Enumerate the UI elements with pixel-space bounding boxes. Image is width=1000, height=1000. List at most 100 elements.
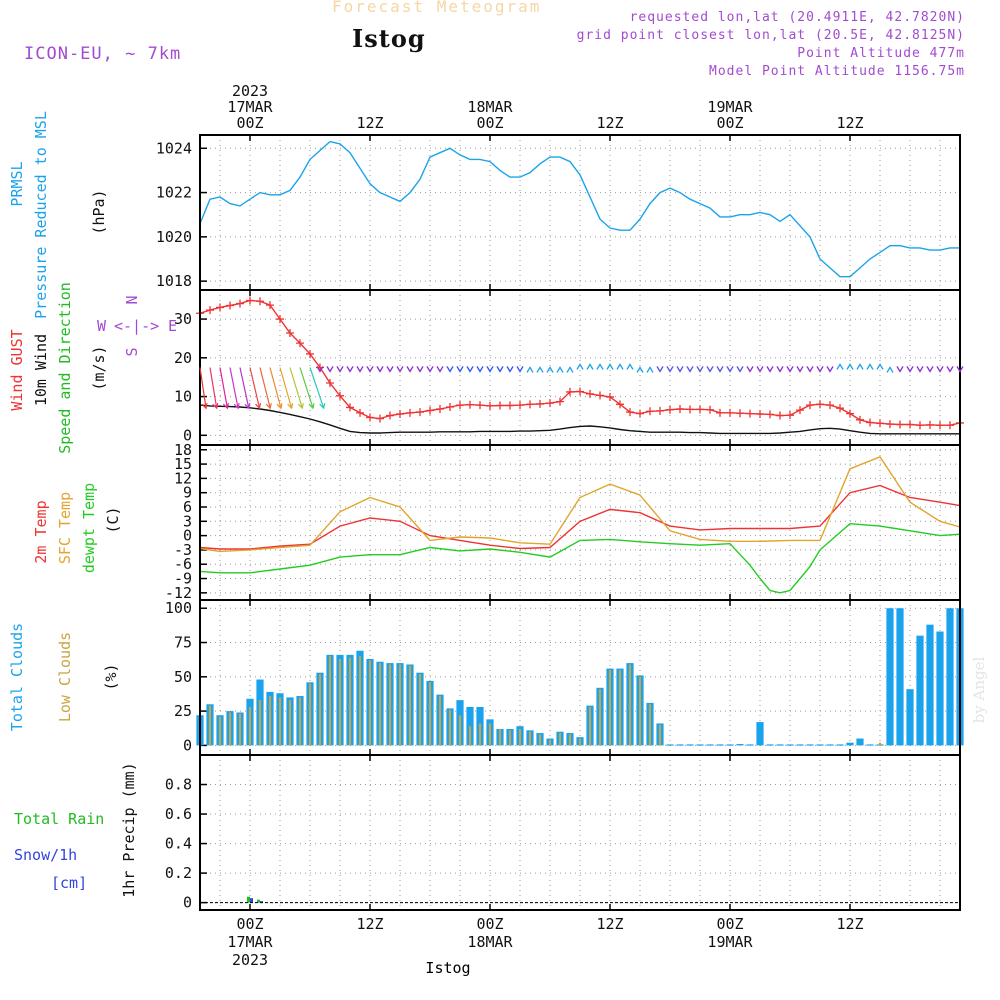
wind-direction-arrow: [756, 366, 764, 373]
bottom-time-label: 00Z: [716, 915, 743, 933]
low-cloud-bar: [408, 665, 412, 746]
total-cloud-bar: [756, 722, 764, 746]
wind-direction-arrow: [308, 403, 315, 410]
precip-unit-label: 1hr Precip (mm): [120, 762, 138, 897]
wind-direction-arrow: [259, 367, 271, 409]
temperature-panel-t2m-line: [199, 484, 961, 550]
wind-panel-gust-marker: [376, 414, 384, 423]
temperature-panel-ytick-label: 3: [183, 512, 192, 530]
wind-panel-gust-marker: [596, 391, 604, 400]
wind-direction-arrow: [936, 366, 944, 373]
temperature-panel-ytick-label: 18: [174, 441, 192, 459]
precip-panel-ytick-label: 0: [183, 894, 192, 912]
wind-direction-arrow: [916, 366, 924, 373]
bottom-time-label: 2023: [232, 951, 268, 969]
low-cloud-bar: [268, 696, 272, 746]
footer-station-name: Istog: [425, 959, 470, 977]
wind-panel-gust-marker: [416, 408, 424, 417]
wind-panel-gust-marker: [446, 403, 454, 412]
wind-direction-arrow: [726, 366, 734, 373]
total-cloud-bar: [776, 744, 784, 746]
wind-direction-arrow: [229, 367, 239, 409]
wind-direction-arrow: [716, 366, 724, 373]
total-clouds-label: Total Clouds: [8, 623, 26, 731]
low-cloud-bar: [548, 739, 552, 746]
wind-unit-label: (m/s): [90, 345, 108, 390]
low-cloud-bar: [368, 660, 372, 746]
total-cloud-bar: [766, 744, 774, 746]
wind-panel-gust-marker: [216, 303, 224, 312]
wind-panel-gust-marker: [506, 401, 514, 410]
low-cloud-bar: [488, 723, 492, 746]
temperature-panel-ytick-label: -6: [174, 555, 192, 573]
wind-panel-gust-marker: [286, 329, 294, 338]
precip-panel-ytick-label: 0.8: [165, 776, 192, 794]
wind-gust-label: Wind GUST: [8, 329, 26, 410]
total-cloud-bar: [806, 744, 814, 746]
total-cloud-bar: [726, 744, 734, 746]
clouds-panel-ytick-label: 50: [174, 668, 192, 686]
wind-direction-arrow: [199, 367, 207, 409]
wind-panel-gust-marker: [276, 315, 284, 324]
wind-panel-gust-marker: [546, 399, 554, 408]
requested-location: requested lon,lat (20.4911E, 42.7820N): [629, 10, 965, 25]
low-cloud-bar: [478, 723, 482, 746]
wind-panel-gust-marker: [396, 410, 404, 418]
wind-direction-arrow: [201, 403, 208, 410]
wind-panel-gust-marker: [646, 407, 654, 416]
pressure-panel-ytick-label: 1024: [156, 139, 192, 157]
total-cloud-bar: [796, 744, 804, 746]
low-cloud-bar: [338, 658, 342, 746]
wind-panel-ytick-label: 10: [174, 388, 192, 406]
wind-direction-arrow: [666, 366, 674, 373]
bottom-time-label: 18MAR: [467, 933, 513, 951]
total-cloud-bar: [746, 744, 754, 746]
wind-direction-arrow: [209, 367, 218, 409]
wind-panel-gust-marker: [266, 301, 274, 310]
wind-direction-arrow: [616, 363, 624, 370]
wind-panel-ytick-label: 30: [174, 310, 192, 328]
low-cloud-bar: [568, 734, 572, 746]
wind-direction-arrow: [496, 366, 504, 373]
wind-panel-gust-marker: [256, 297, 264, 306]
bottom-time-label: 12Z: [596, 915, 623, 933]
wind-direction-arrow: [244, 403, 251, 410]
wind-panel-gust-marker: [906, 420, 914, 429]
wind-direction-arrow: [526, 366, 534, 373]
low-cloud-bar: [378, 663, 382, 746]
wind-panel-gust-marker: [556, 397, 564, 406]
top-time-label: 19MAR: [707, 98, 753, 116]
pressure-panel-frame: [199, 134, 961, 291]
wind-panel-gust-marker: [836, 404, 844, 413]
temperature-panel-ytick-label: -3: [174, 541, 192, 559]
wind-direction-arrow: [636, 366, 644, 373]
wind-direction-arrow: [596, 363, 604, 370]
rain-bar: [257, 899, 260, 903]
wind-panel-gust-marker: [356, 408, 364, 417]
wind-direction-arrow: [746, 366, 754, 373]
low-cloud-bar: [298, 697, 302, 746]
pressure-unit-label: (hPa): [90, 189, 108, 234]
wind-direction-arrow: [676, 366, 684, 373]
wind-panel-gust-marker: [326, 379, 334, 387]
wind-panel-gust-marker: [926, 420, 934, 429]
wind-panel-gust-marker: [686, 405, 694, 414]
wind-direction-arrow: [466, 366, 474, 373]
low-cloud-bar: [518, 728, 522, 746]
wind-panel-gust-marker: [666, 405, 674, 414]
wind-direction-arrow: [386, 366, 394, 373]
low-cloud-bar: [258, 700, 262, 746]
low-cloud-bar: [468, 726, 472, 746]
wind-direction-arrow: [319, 403, 326, 410]
bottom-time-label: 12Z: [836, 915, 863, 933]
wind-panel-gust-marker: [916, 421, 924, 430]
top-time-label: 00Z: [236, 114, 263, 132]
wind-panel-wind10m-line: [199, 404, 960, 435]
wind-panel-gust-marker: [706, 405, 714, 414]
wind-direction-arrow: [816, 366, 824, 373]
wind-direction-arrow: [265, 403, 272, 410]
low-cloud-bar: [578, 738, 582, 746]
total-cloud-bar: [836, 744, 844, 746]
wind-direction-arrow: [426, 366, 434, 373]
